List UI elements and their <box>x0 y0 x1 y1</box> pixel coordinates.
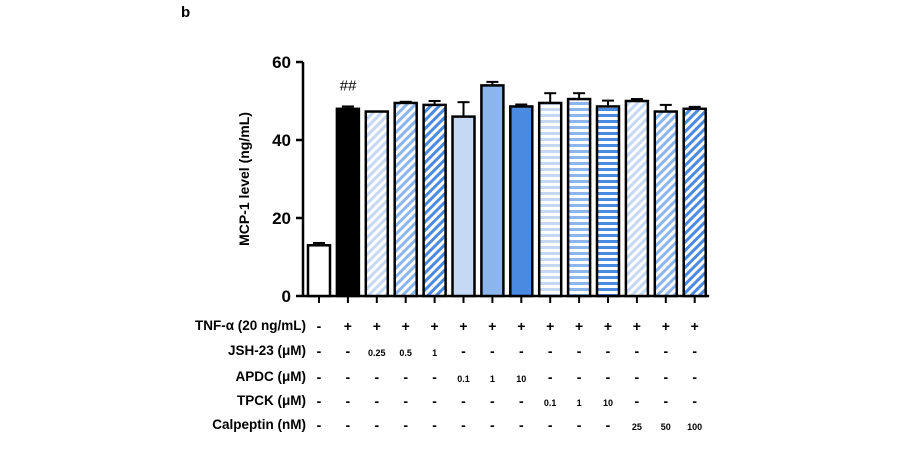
y-tick-label: 40 <box>272 131 291 150</box>
bar <box>653 110 679 298</box>
condition-cell: - <box>374 369 380 385</box>
condition-cell: - <box>576 369 582 385</box>
bar <box>422 103 447 298</box>
condition-cell: - <box>403 369 409 385</box>
bar <box>566 97 592 298</box>
condition-cell: - <box>518 343 524 359</box>
significance-annotation: ## <box>340 77 357 94</box>
condition-cell: + <box>372 318 381 334</box>
condition-cell: - <box>663 369 669 385</box>
condition-cell: - <box>316 417 322 433</box>
condition-cell: - <box>316 318 322 334</box>
condition-cell: - <box>490 343 495 359</box>
condition-cell: - <box>518 417 524 433</box>
condition-cell: 0.25 <box>368 348 386 358</box>
condition-cell: - <box>432 393 437 409</box>
condition-cell: - <box>634 393 640 409</box>
condition-cell: - <box>345 393 351 409</box>
condition-cell: - <box>345 343 351 359</box>
condition-cell: - <box>432 417 437 433</box>
condition-cell: 0.1 <box>543 398 557 408</box>
y-tick-label: 20 <box>272 209 291 228</box>
bar <box>595 105 621 298</box>
mcp1-bar-chart: 0 20 40 60 MCP-1 level (ng/mL) ## <box>236 53 710 306</box>
condition-label: TPCK (μM) <box>237 393 306 408</box>
condition-cell: 50 <box>660 422 671 432</box>
condition-cell: - <box>576 417 582 433</box>
bar <box>682 107 707 298</box>
condition-cell: - <box>634 343 640 359</box>
condition-label: APDC (μM) <box>235 369 307 384</box>
condition-cell: - <box>547 417 553 433</box>
y-tick-label: 0 <box>282 287 291 306</box>
condition-cell: 10 <box>516 374 527 384</box>
condition-label: Calpeptin (nM) <box>212 417 306 432</box>
condition-cell: - <box>345 369 351 385</box>
condition-cell: + <box>661 318 670 334</box>
condition-cell: - <box>576 343 582 359</box>
condition-cell: - <box>605 369 611 385</box>
condition-cell: - <box>663 393 669 409</box>
bar <box>509 105 534 298</box>
condition-cell: 10 <box>602 398 613 408</box>
condition-cell: 25 <box>631 422 642 432</box>
condition-cell: - <box>461 393 466 409</box>
condition-cell: - <box>692 393 698 409</box>
condition-cell: - <box>374 417 380 433</box>
condition-cell: - <box>461 343 466 359</box>
condition-cell: - <box>490 417 495 433</box>
condition-cell: - <box>692 343 698 359</box>
condition-cell: - <box>403 393 409 409</box>
bar <box>306 244 332 298</box>
condition-cell: 1 <box>576 398 582 408</box>
bar <box>335 107 361 298</box>
condition-cell: - <box>634 369 640 385</box>
condition-cell: 0.1 <box>457 374 470 384</box>
condition-cell: + <box>546 318 555 334</box>
condition-cell: + <box>343 318 352 334</box>
condition-cell: + <box>690 318 699 334</box>
condition-cell: - <box>403 417 409 433</box>
bar <box>624 99 650 298</box>
condition-cell: 0.5 <box>399 348 412 358</box>
bar <box>393 101 418 298</box>
condition-cell: 1 <box>432 348 438 358</box>
condition-cell: - <box>547 369 553 385</box>
condition-cell: + <box>430 318 439 334</box>
condition-cell: - <box>316 369 322 385</box>
condition-cell: + <box>603 318 613 334</box>
condition-cell: - <box>605 343 611 359</box>
condition-cell: - <box>663 343 669 359</box>
condition-cell: - <box>316 343 322 359</box>
condition-cell: + <box>488 318 497 334</box>
y-axis-label: MCP-1 level (ng/mL) <box>236 112 252 246</box>
condition-cell: - <box>692 369 698 385</box>
condition-cell: - <box>345 417 351 433</box>
condition-cell: - <box>432 369 437 385</box>
condition-label: JSH-23 (μM) <box>227 343 306 358</box>
condition-cell: + <box>517 318 526 334</box>
condition-cell: + <box>632 318 641 334</box>
panel-label: b <box>181 4 191 21</box>
condition-cell: - <box>461 417 466 433</box>
bar <box>451 115 476 298</box>
condition-cell: + <box>459 318 468 334</box>
condition-cell: - <box>605 417 611 433</box>
condition-cell: - <box>518 393 524 409</box>
bar <box>364 110 390 298</box>
condition-cell: - <box>547 343 553 359</box>
condition-cell: 100 <box>687 422 703 432</box>
condition-cell: + <box>575 318 584 334</box>
condition-cell: + <box>401 318 410 334</box>
condition-cell: - <box>374 393 380 409</box>
condition-cell: 1 <box>489 374 495 384</box>
condition-cell: - <box>316 393 322 409</box>
bar <box>480 84 505 298</box>
condition-label: TNF-α (20 ng/mL) <box>194 318 306 333</box>
condition-cell: - <box>490 393 495 409</box>
bar <box>537 101 563 298</box>
y-tick-label: 60 <box>272 53 291 72</box>
